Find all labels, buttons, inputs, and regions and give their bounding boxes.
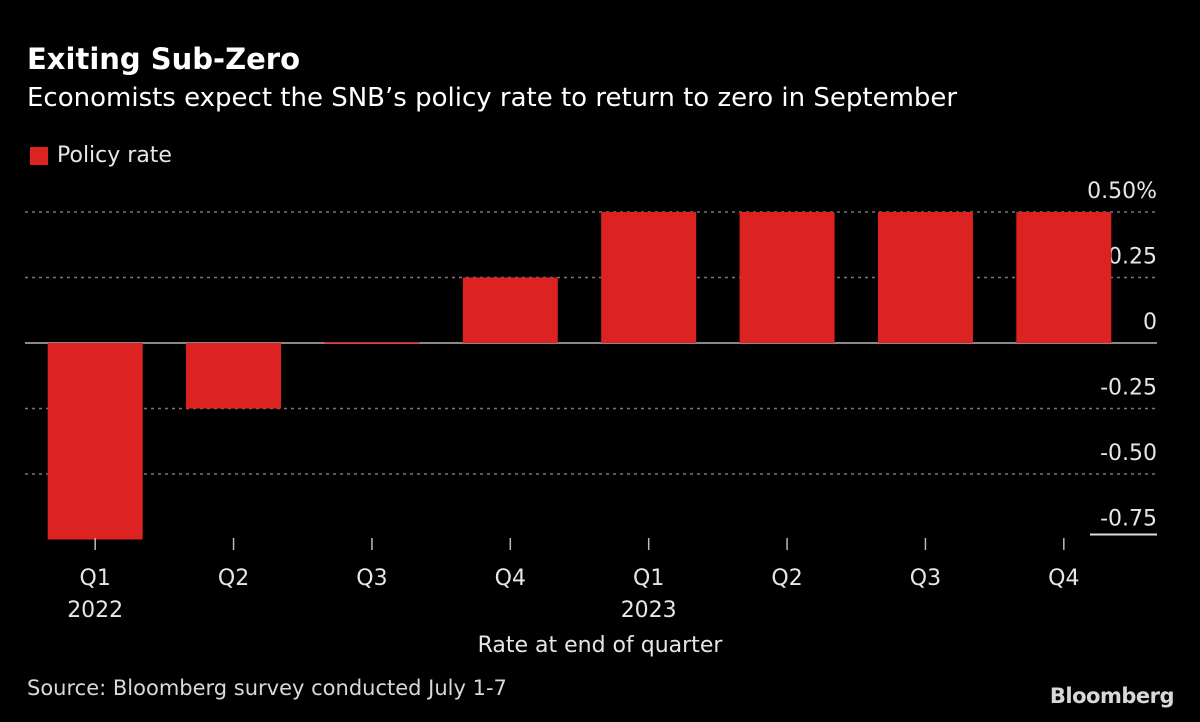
bar-q1-2022	[47, 343, 143, 540]
bar-q1-2023	[601, 212, 697, 343]
x-tick-label: Q2	[771, 566, 802, 591]
legend-swatch	[30, 146, 48, 165]
x-tick-year: 2023	[621, 598, 677, 623]
y-tick-label: -0.75	[1100, 507, 1157, 532]
x-tick-label: Q4	[1048, 566, 1079, 591]
x-tick-label: Q3	[356, 566, 387, 591]
chart-title: Exiting Sub-Zero	[27, 42, 301, 76]
bar-q2-2022	[186, 343, 282, 409]
y-tick-label: 0	[1143, 310, 1157, 335]
x-tick-year: 2022	[67, 598, 123, 623]
source-note: Source: Bloomberg survey conducted July …	[27, 676, 507, 700]
y-tick-label: 0.25	[1108, 245, 1157, 270]
bar-q4-2022	[462, 277, 558, 343]
bloomberg-logo: Bloomberg	[1049, 684, 1175, 708]
x-tick-label: Q1	[633, 566, 664, 591]
legend: Policy rate	[30, 143, 172, 168]
chart-subtitle: Economists expect the SNB’s policy rate …	[27, 83, 958, 113]
bar-q2-2023	[739, 212, 835, 343]
y-tick-label: 0.50%	[1087, 179, 1157, 204]
x-tick-label: Q2	[218, 566, 249, 591]
bar-q3-2022	[324, 342, 420, 344]
x-axis-label: Rate at end of quarter	[478, 633, 724, 658]
x-tick-label: Q3	[910, 566, 941, 591]
y-tick-label: -0.25	[1100, 376, 1157, 401]
x-tick-label: Q4	[495, 566, 526, 591]
y-tick-label: -0.50	[1100, 441, 1157, 466]
bar-q4-2023	[1016, 212, 1112, 343]
legend-label: Policy rate	[57, 143, 172, 168]
x-tick-label: Q1	[80, 566, 111, 591]
bar-q3-2023	[877, 212, 973, 343]
